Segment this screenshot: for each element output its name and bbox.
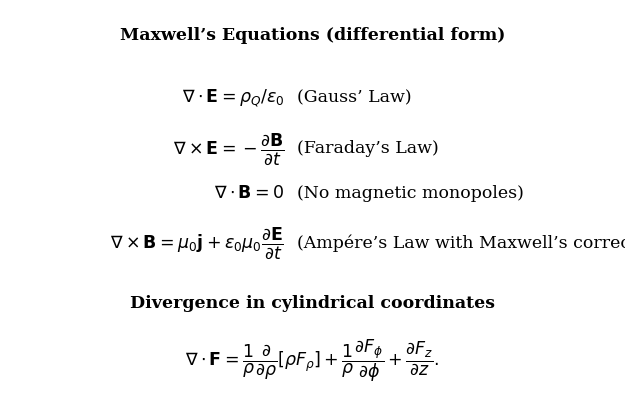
Text: $\nabla \times \mathbf{E} = -\dfrac{\partial \mathbf{B}}{\partial t}$: $\nabla \times \mathbf{E} = -\dfrac{\par…	[173, 131, 284, 167]
Text: $\nabla \times \mathbf{B} = \mu_0 \mathbf{j} + \epsilon_0\mu_0\dfrac{\partial \m: $\nabla \times \mathbf{B} = \mu_0 \mathb…	[111, 225, 284, 261]
Text: (Gauss’ Law): (Gauss’ Law)	[297, 89, 411, 106]
Text: (No magnetic monopoles): (No magnetic monopoles)	[297, 185, 524, 202]
Text: (Ampére’s Law with Maxwell’s correction): (Ampére’s Law with Maxwell’s correction)	[297, 234, 625, 251]
Text: $\nabla \cdot \mathbf{B} = 0$: $\nabla \cdot \mathbf{B} = 0$	[214, 185, 284, 202]
Text: $\nabla \cdot \mathbf{F} = \dfrac{1}{\rho}\dfrac{\partial}{\partial \rho}\left[\: $\nabla \cdot \mathbf{F} = \dfrac{1}{\rh…	[185, 338, 440, 384]
Text: Maxwell’s Equations (differential form): Maxwell’s Equations (differential form)	[120, 27, 505, 44]
Text: Divergence in cylindrical coordinates: Divergence in cylindrical coordinates	[130, 295, 495, 313]
Text: $\nabla \cdot \mathbf{E} = \rho_Q/\epsilon_0$: $\nabla \cdot \mathbf{E} = \rho_Q/\epsil…	[182, 87, 284, 109]
Text: (Faraday’s Law): (Faraday’s Law)	[297, 140, 439, 157]
